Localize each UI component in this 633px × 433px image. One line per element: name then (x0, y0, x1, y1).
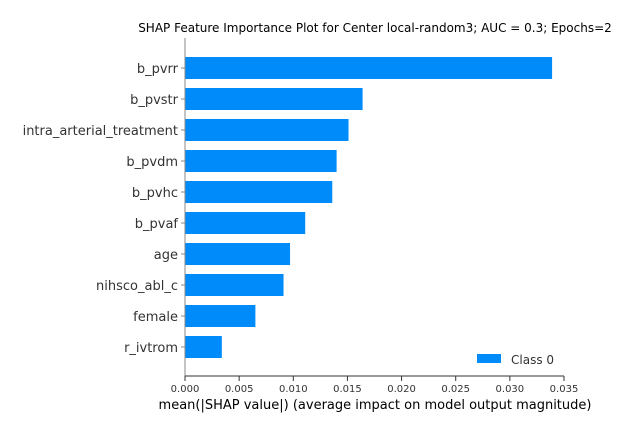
chart-title: SHAP Feature Importance Plot for Center … (138, 21, 612, 35)
bar-nihsco_abl_c (185, 274, 284, 296)
x-tick-label: 0.025 (441, 384, 470, 395)
x-tick-label: 0.010 (279, 384, 308, 395)
legend: Class 0 (477, 353, 554, 367)
bar-b_pvstr (185, 88, 363, 110)
y-tick-label-r_ivtrom: r_ivtrom (124, 341, 178, 356)
y-tick-label-b_pvstr: b_pvstr (130, 93, 179, 108)
y-tick-label-age: age (154, 248, 178, 263)
x-tick-label: 0.005 (225, 384, 254, 395)
x-tick-label: 0.015 (333, 384, 362, 395)
x-tick-label: 0.035 (550, 384, 579, 395)
bar-b_pvdm (185, 150, 337, 172)
x-ticks: 0.000 0.005 0.010 0.015 0.020 0.025 0.030 0.035 (171, 376, 579, 395)
y-tick-label-female: female (133, 310, 178, 325)
y-tick-label-intra_arterial_treatment: intra_arterial_treatment (23, 124, 178, 139)
x-tick-label: 0.000 (171, 384, 200, 395)
y-tick-label-b_pvrr: b_pvrr (137, 62, 179, 77)
bar-b_pvrr (185, 57, 553, 79)
bars-group (185, 57, 553, 358)
x-axis-label: mean(|SHAP value|) (average impact on mo… (159, 398, 592, 413)
x-tick-label: 0.020 (387, 384, 416, 395)
bar-b_pvhc (185, 181, 333, 203)
bar-age (185, 243, 291, 265)
bar-r_ivtrom (185, 336, 222, 358)
y-tick-label-b_pvaf: b_pvaf (135, 217, 179, 232)
bar-b_pvaf (185, 212, 306, 234)
y-tick-labels: b_pvrr b_pvstr intra_arterial_treatment b_p… (23, 62, 185, 356)
legend-label: Class 0 (511, 353, 554, 367)
y-tick-label-b_pvdm: b_pvdm (126, 155, 178, 170)
bar-female (185, 305, 256, 327)
x-tick-label: 0.030 (496, 384, 525, 395)
y-tick-label-b_pvhc: b_pvhc (132, 186, 178, 201)
legend-swatch (477, 354, 501, 363)
bar-intra_arterial_treatment (185, 119, 349, 141)
y-tick-label-nihsco_abl_c: nihsco_abl_c (96, 279, 178, 294)
